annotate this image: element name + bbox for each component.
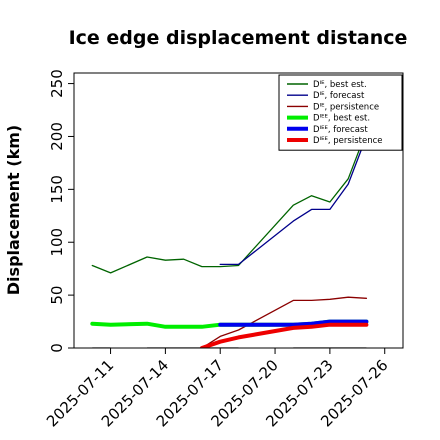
series-line-5 [199,322,369,348]
legend-box [278,74,403,151]
plot-area [90,130,369,348]
series-line-2 [201,296,368,348]
y-tick-label-4: 200 [48,122,66,151]
chart-title: Ice edge displacement distance [69,27,408,49]
legend-label-1: Dᴵᴱ, forecast [313,91,365,101]
y-tick-label-0: 0 [48,343,66,353]
y-tick-label-2: 100 [48,228,66,257]
plot-frame [73,72,404,349]
series-line-0 [91,130,368,274]
legend-label-2: Dᴵᴱ, persistence [313,102,379,112]
legend-label-3: Dᴵᴱᴱ, best est. [313,114,370,124]
y-tick-label-3: 150 [48,175,66,204]
series-line-1 [219,135,368,266]
legend-label-5: Dᴵᴱᴱ, persistence [313,136,382,146]
series-line-4 [218,319,369,327]
y-tick-label-5: 250 [48,69,66,98]
y-tick-label-1: 50 [48,286,66,305]
plot-layer [90,130,369,348]
legend-label-4: Dᴵᴱᴱ, forecast [313,125,368,135]
y-axis-label: Displacement (km) [4,125,23,295]
legend-label-0: Dᴵᴱ, best est. [313,80,367,90]
